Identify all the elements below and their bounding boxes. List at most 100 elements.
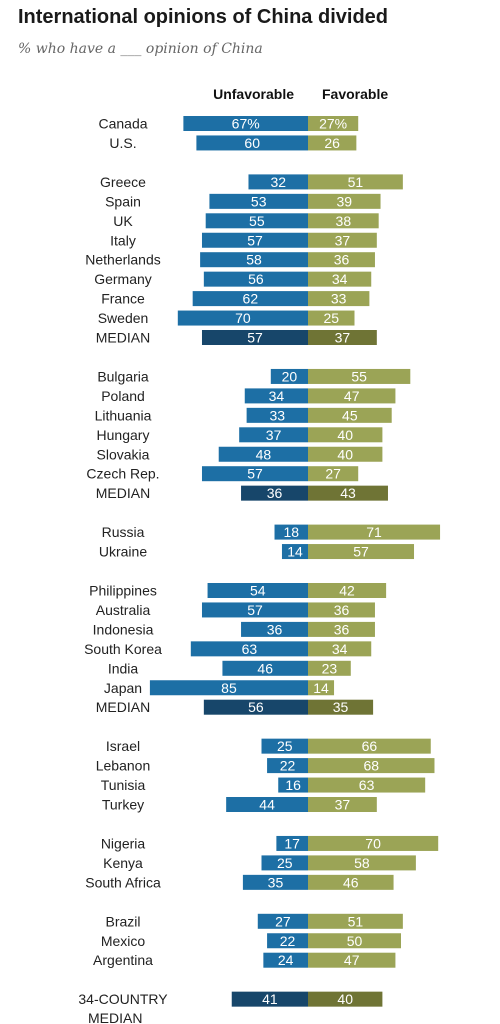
chart-row-kenya: Kenya 25 58 — [103, 855, 416, 871]
row-label: Slovakia — [97, 446, 150, 462]
value-label-favorable: 66 — [362, 738, 378, 754]
bar-favorable — [308, 855, 416, 871]
row-label: Greece — [100, 174, 146, 190]
value-label-favorable: 27 — [325, 466, 341, 482]
chart-row-mexico: Mexico 22 50 — [101, 933, 401, 949]
chart-row-poland: Poland 34 47 — [101, 388, 396, 404]
value-label-favorable: 34 — [332, 271, 348, 287]
value-label-unfavorable: 58 — [246, 252, 262, 268]
bar-favorable — [308, 699, 374, 715]
legend-unfavorable: Unfavorable — [213, 86, 294, 102]
chart-row-ukraine: Ukraine 14 57 — [99, 544, 415, 560]
value-label-favorable: 68 — [363, 758, 379, 774]
bar-unfavorable — [203, 271, 308, 287]
row-label: Turkey — [102, 797, 144, 813]
value-label-unfavorable: 17 — [284, 835, 300, 851]
chart-row-czech-rep: Czech Rep. 57 27 — [86, 466, 359, 482]
value-label-favorable: 36 — [334, 252, 350, 268]
row-label: Philippines — [89, 583, 157, 599]
bar-unfavorable — [226, 797, 308, 812]
value-label-unfavorable: 57 — [247, 602, 263, 618]
bar-unfavorable — [276, 835, 308, 851]
bar-unfavorable — [241, 621, 308, 637]
value-label-unfavorable: 62 — [243, 291, 259, 307]
row-label: Brazil — [105, 913, 140, 929]
value-label-unfavorable: 48 — [256, 446, 272, 462]
value-label-unfavorable: 35 — [268, 874, 284, 890]
value-label-unfavorable: 41 — [262, 991, 278, 1007]
bar-favorable — [308, 874, 394, 890]
chart-row-median: MEDIAN 36 43 — [96, 485, 388, 501]
bar-unfavorable — [177, 310, 308, 326]
chart-row-uk: UK 55 38 — [113, 213, 379, 229]
row-label: Spain — [105, 193, 141, 209]
bar-unfavorable — [267, 933, 308, 949]
bar-favorable — [308, 583, 387, 598]
bar-favorable — [308, 174, 403, 190]
value-label-unfavorable: 57 — [247, 330, 263, 346]
bar-favorable — [308, 135, 357, 151]
value-label-favorable: 51 — [348, 174, 364, 190]
bar-favorable — [308, 252, 375, 268]
value-label-unfavorable: 25 — [277, 738, 293, 754]
bar-unfavorable — [218, 446, 308, 462]
value-label-favorable: 26 — [324, 135, 340, 151]
row-label: MEDIAN — [96, 330, 150, 346]
row-label: Russia — [102, 524, 145, 540]
row-label: UK — [113, 213, 133, 229]
bar-favorable — [308, 777, 426, 793]
value-label-unfavorable: 53 — [251, 193, 267, 209]
chart-row-south-africa: South Africa 35 46 — [85, 874, 394, 890]
chart-row-south-korea: South Korea 63 34 — [84, 641, 372, 657]
bar-unfavorable — [149, 680, 308, 696]
value-label-unfavorable: 33 — [270, 407, 286, 423]
value-label-favorable: 70 — [365, 835, 381, 851]
bar-unfavorable — [261, 855, 308, 871]
row-label: South Korea — [84, 641, 162, 657]
row-label: U.S. — [109, 135, 136, 151]
bar-unfavorable — [257, 913, 308, 929]
bar-favorable — [308, 952, 396, 968]
row-label: MEDIAN — [96, 485, 150, 501]
bar-unfavorable — [183, 116, 308, 131]
chart-row-italy: Italy 57 37 — [110, 232, 377, 248]
value-label-unfavorable: 16 — [285, 777, 301, 793]
row-label: France — [101, 291, 145, 307]
value-label-favorable: 47 — [344, 388, 360, 404]
bar-favorable — [308, 797, 377, 812]
value-label-favorable: 71 — [366, 524, 382, 540]
value-label-unfavorable: 67% — [232, 116, 260, 132]
bar-unfavorable — [196, 135, 308, 151]
bar-unfavorable — [270, 368, 308, 384]
row-label-line2: MEDIAN — [88, 1010, 142, 1024]
row-label: Netherlands — [85, 252, 161, 268]
row-label: Mexico — [101, 933, 146, 949]
chart-row-netherlands: Netherlands 58 36 — [85, 252, 375, 268]
bar-favorable — [308, 738, 431, 754]
bar-favorable — [308, 758, 435, 774]
bar-unfavorable — [281, 544, 308, 560]
value-label-unfavorable: 57 — [247, 466, 263, 482]
row-label: 34-COUNTRY — [78, 991, 168, 1007]
value-label-unfavorable: 18 — [283, 524, 299, 540]
value-label-favorable: 38 — [336, 213, 352, 229]
bar-unfavorable — [201, 466, 308, 482]
value-label-unfavorable: 54 — [250, 583, 266, 599]
chart-row-india: India 46 23 — [108, 660, 351, 676]
value-label-unfavorable: 20 — [282, 368, 298, 384]
value-label-unfavorable: 22 — [280, 933, 296, 949]
bar-unfavorable — [261, 738, 308, 754]
bar-favorable — [308, 310, 355, 326]
bar-unfavorable — [278, 777, 308, 793]
value-label-favorable: 23 — [322, 660, 338, 676]
row-label: Poland — [101, 388, 145, 404]
value-label-favorable: 14 — [313, 680, 329, 696]
chart-title: International opinions of China divided — [18, 6, 388, 28]
bar-unfavorable — [201, 602, 308, 618]
value-label-favorable: 40 — [337, 427, 353, 443]
row-label: Kenya — [103, 855, 143, 871]
value-label-favorable: 63 — [359, 777, 375, 793]
value-label-favorable: 33 — [331, 291, 347, 307]
bar-unfavorable — [222, 660, 308, 676]
value-label-favorable: 46 — [343, 874, 359, 890]
